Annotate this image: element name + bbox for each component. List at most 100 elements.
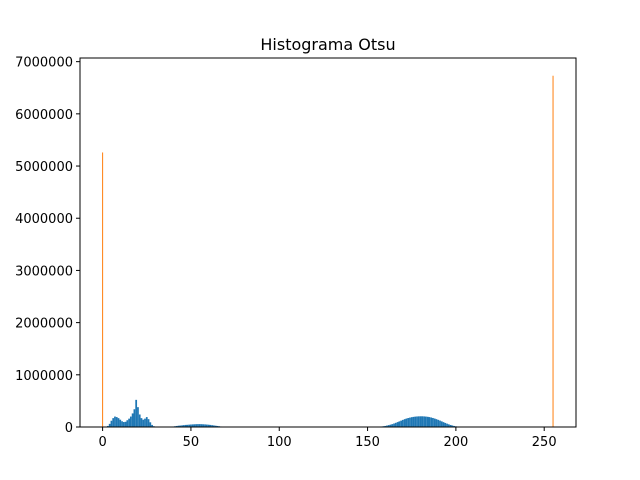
histogram-bar xyxy=(412,416,415,427)
histogram-bar xyxy=(402,419,404,427)
histogram-bar xyxy=(410,417,413,427)
histogram-bar xyxy=(202,424,205,427)
histogram-bar xyxy=(447,424,450,427)
histogram-bar xyxy=(147,419,150,427)
histogram-bar xyxy=(184,424,187,427)
histogram-bar xyxy=(195,424,198,427)
histogram-bar xyxy=(435,419,438,427)
x-tick-label: 0 xyxy=(98,435,106,450)
y-tick-label: 0 xyxy=(65,421,73,436)
histogram-bar xyxy=(114,416,116,427)
histogram-bar xyxy=(138,414,141,427)
plot-frame xyxy=(79,57,577,428)
histogram-bar xyxy=(175,425,178,427)
y-tick-label: 1000000 xyxy=(15,369,73,384)
histogram-bar xyxy=(188,424,191,427)
histogram-bar xyxy=(444,422,447,427)
histogram-bar xyxy=(121,421,123,427)
histogram-bar xyxy=(405,418,408,427)
histogram-bar xyxy=(133,409,136,427)
histogram-bar xyxy=(437,419,440,427)
histogram-bar xyxy=(207,424,210,427)
histogram-bar xyxy=(449,424,452,427)
histogram-bar xyxy=(386,425,388,427)
histogram-bar xyxy=(552,75,554,428)
histogram-bar xyxy=(135,399,138,427)
histogram-bar xyxy=(414,416,417,427)
histogram-bar xyxy=(145,417,148,427)
histogram-bar xyxy=(426,416,429,427)
histogram-bar xyxy=(439,420,441,427)
histogram-bar xyxy=(182,425,185,427)
chart-title: Histograma Otsu xyxy=(260,35,395,54)
histogram-bar xyxy=(122,422,125,427)
axes-layer: 0 50 100 150 200 250 0 1000000 2000000 3000000 400… xyxy=(15,56,577,450)
histogram-bar xyxy=(407,418,410,427)
histogram-bar xyxy=(421,416,424,427)
histogram-bar xyxy=(391,424,394,427)
histogram-bar xyxy=(400,420,403,427)
bars-layer xyxy=(102,75,554,428)
histogram-bar xyxy=(393,423,395,427)
histogram-bar xyxy=(137,407,139,427)
histogram-bar xyxy=(110,420,113,427)
histogram-bar xyxy=(200,424,203,427)
histogram-bar xyxy=(131,413,134,427)
histogram-bar xyxy=(181,425,183,427)
histogram-bar xyxy=(124,421,127,427)
histogram-bar xyxy=(209,424,212,427)
histogram-bar xyxy=(394,422,397,427)
histogram-bar xyxy=(191,424,194,427)
histogram-bar xyxy=(211,425,214,427)
histogram-bar xyxy=(419,416,422,427)
y-tick-label: 2000000 xyxy=(15,317,73,332)
y-tick-label: 4000000 xyxy=(15,212,73,227)
histogram-bar xyxy=(142,419,145,427)
x-tick-label: 200 xyxy=(443,435,468,450)
histogram-bar xyxy=(216,425,219,427)
histogram-bar xyxy=(190,424,192,427)
histogram-bar xyxy=(112,418,115,427)
histogram-bar xyxy=(205,424,208,427)
histogram-bar xyxy=(424,416,427,427)
histogram-bar xyxy=(409,417,411,427)
histogram-bar xyxy=(384,425,387,427)
y-tick-label: 6000000 xyxy=(15,108,73,123)
y-tick-label: 3000000 xyxy=(15,264,73,279)
histogram-bar xyxy=(214,425,217,427)
histogram-bar xyxy=(213,425,215,427)
histogram-bar xyxy=(417,416,420,427)
y-tick-label: 7000000 xyxy=(15,56,73,71)
histogram-bar xyxy=(177,425,180,427)
histogram-bar xyxy=(442,422,445,427)
histogram-bar xyxy=(403,419,406,427)
histogram-bar xyxy=(432,417,434,427)
histogram-bar xyxy=(149,422,152,427)
histogram-bar xyxy=(197,424,199,427)
histogram-bar xyxy=(453,425,456,427)
histogram-bar xyxy=(140,418,143,427)
histogram-bar xyxy=(398,421,401,427)
histogram-bar xyxy=(126,420,129,427)
histogram-bar xyxy=(204,424,206,427)
histogram-bar xyxy=(428,417,431,427)
histogram-bar xyxy=(107,425,109,427)
histogram-bar xyxy=(396,422,399,427)
histogram-bar xyxy=(151,424,153,427)
x-tick-label: 50 xyxy=(183,435,200,450)
histogram-bar xyxy=(389,424,392,427)
histogram-bar xyxy=(102,152,104,427)
histogram-bar xyxy=(451,425,454,427)
histogram-bar xyxy=(119,419,122,427)
histogram-bar xyxy=(144,418,146,427)
histogram-bar xyxy=(128,418,130,427)
histogram-bar xyxy=(179,425,182,427)
histogram-bar xyxy=(423,416,425,427)
histogram-bar xyxy=(433,418,436,427)
histogram-bar xyxy=(198,424,201,427)
histogram-bar xyxy=(440,421,443,427)
histogram-bar xyxy=(446,423,448,427)
histogram-bar xyxy=(115,417,118,427)
